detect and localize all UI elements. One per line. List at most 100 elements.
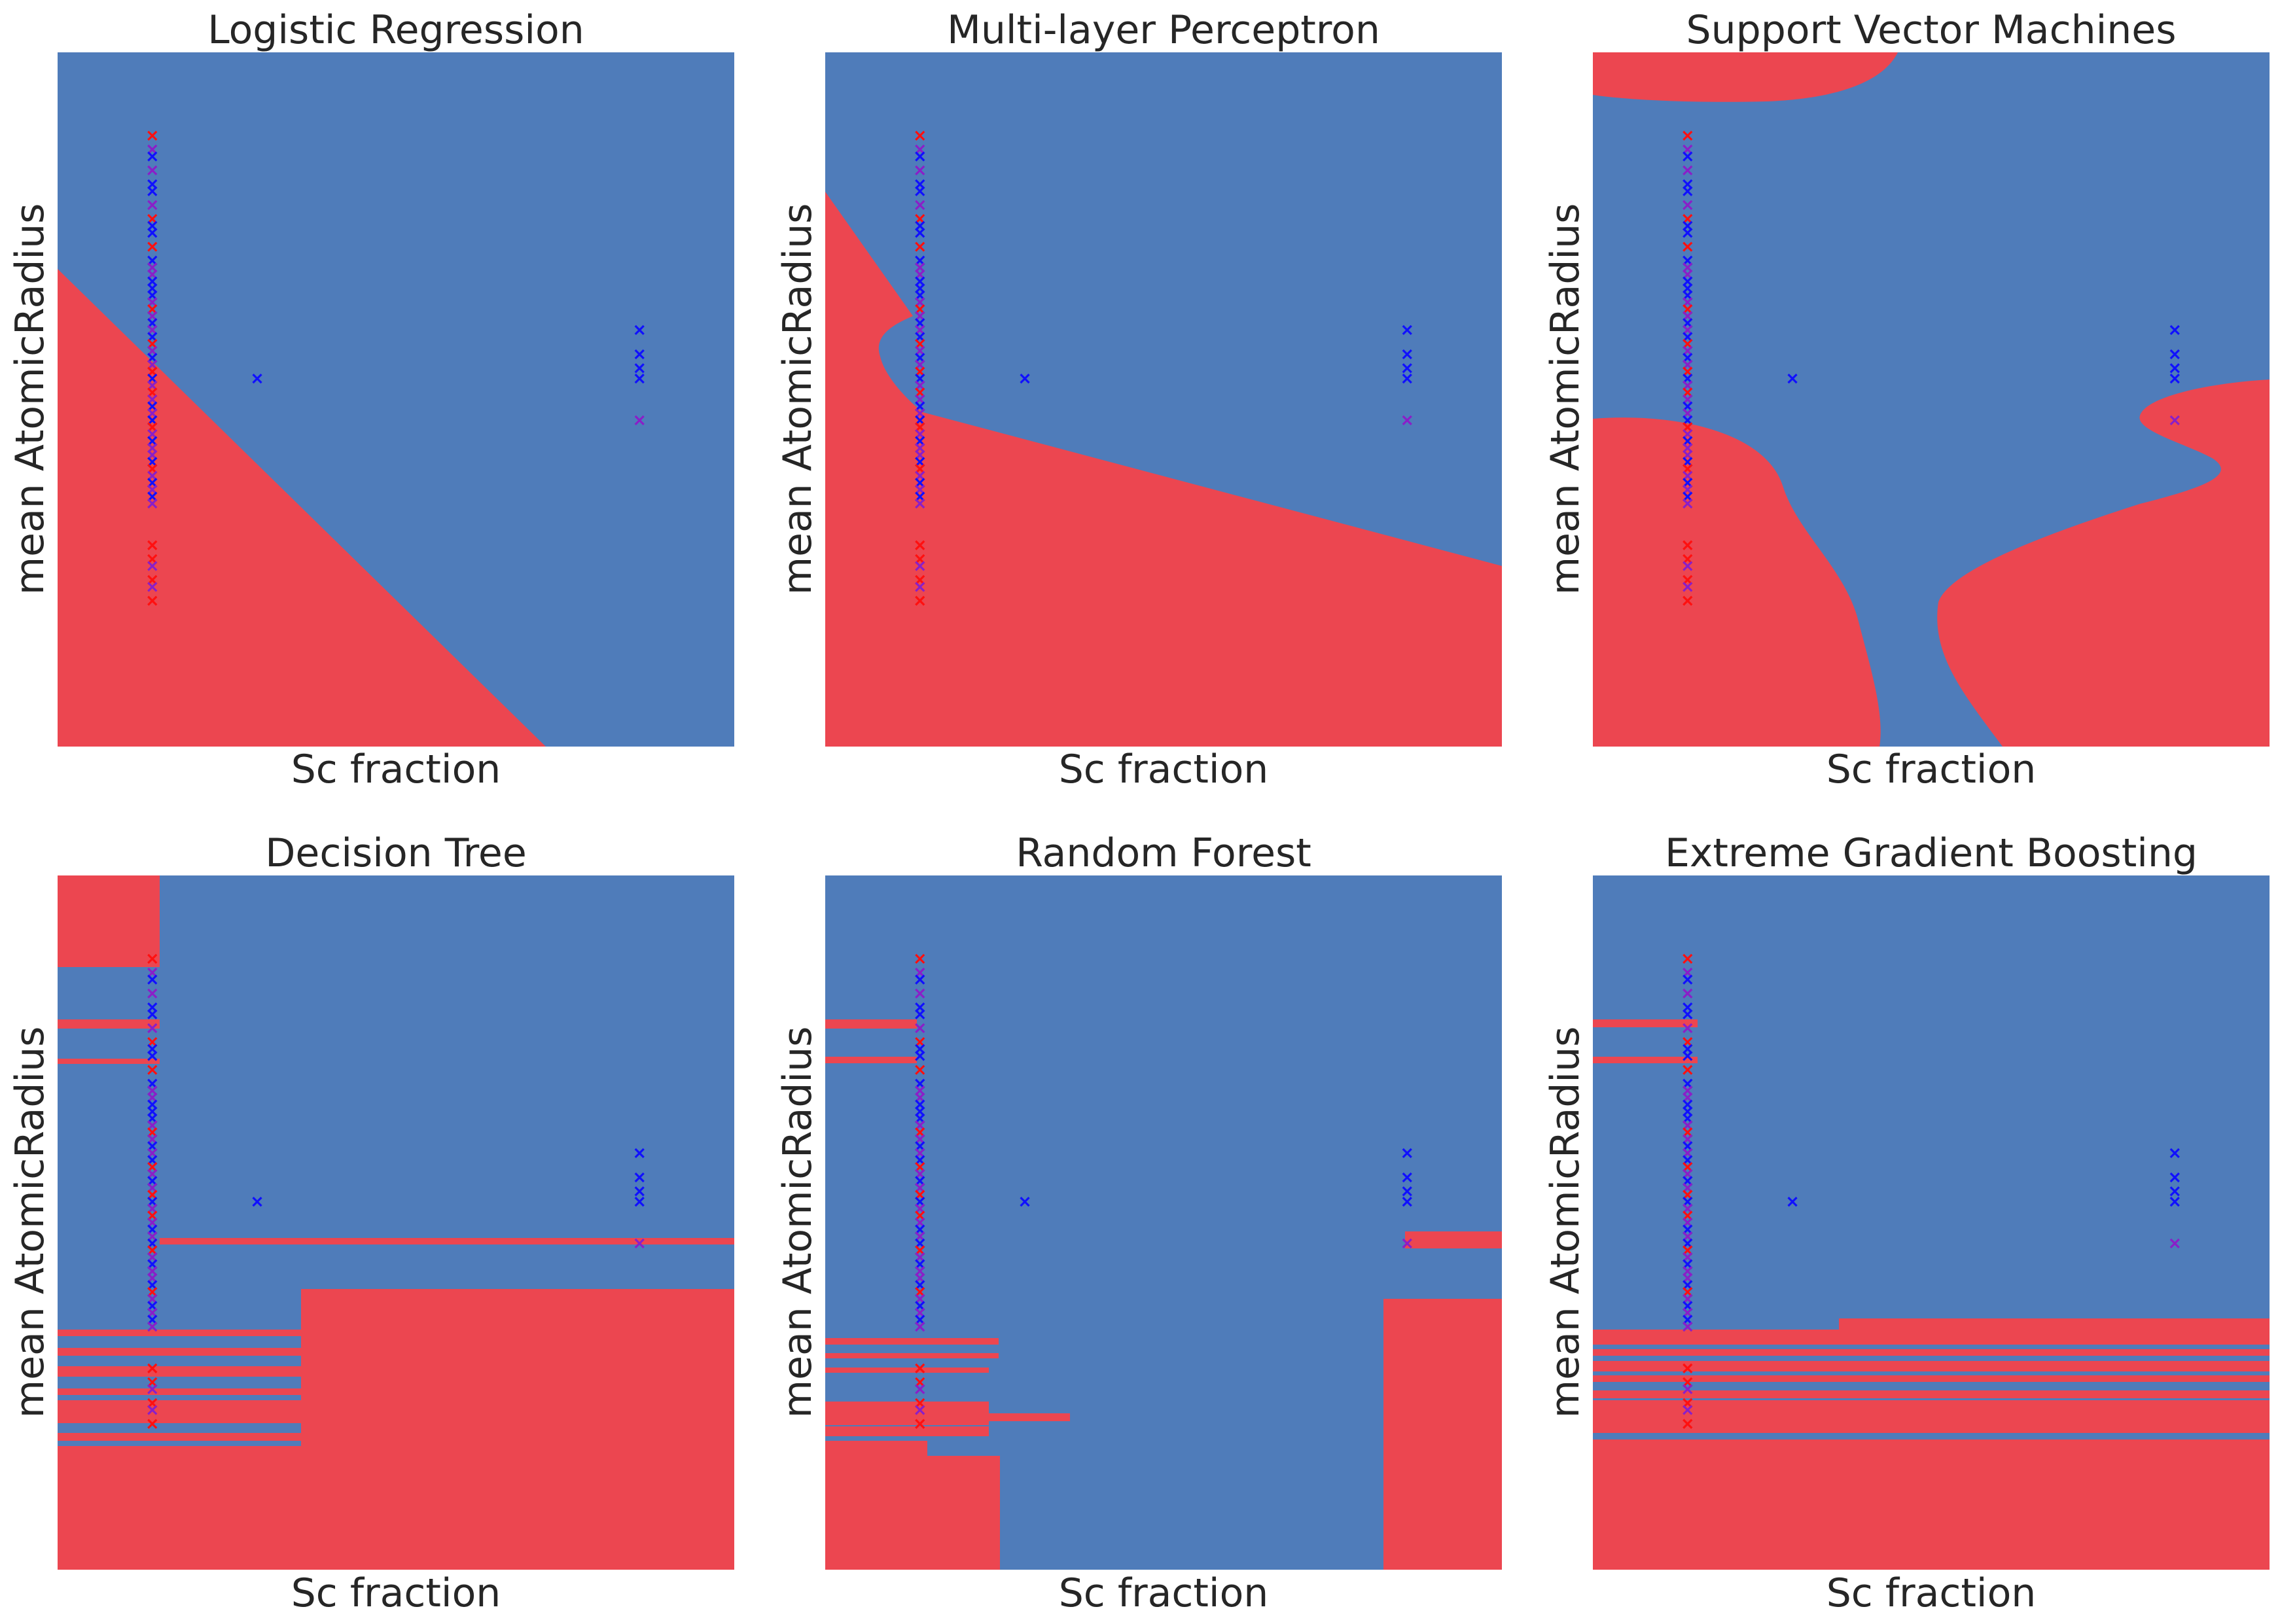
data-point-marker <box>1683 582 1693 592</box>
data-point-marker <box>634 363 645 374</box>
data-point-marker <box>147 241 158 252</box>
data-point-marker <box>915 151 925 162</box>
class-b-region <box>825 192 1502 747</box>
data-point-marker <box>147 1419 158 1429</box>
data-point-marker <box>147 582 158 592</box>
data-point-marker <box>2169 1186 2180 1197</box>
data-point-marker <box>1683 499 1693 509</box>
data-point-marker <box>1683 953 1693 964</box>
panel-title: Logistic Regression <box>207 7 584 53</box>
data-point-marker <box>915 953 925 964</box>
class-b-region <box>1593 1375 2270 1382</box>
data-point-marker <box>147 130 158 141</box>
data-point-marker <box>147 1009 158 1019</box>
data-point-marker <box>915 974 925 985</box>
data-point-marker <box>915 130 925 141</box>
class-b-region <box>1383 1299 1502 1570</box>
data-point-marker <box>1683 540 1693 550</box>
panel-support-vector-machines: Support Vector Machines Sc fraction mean… <box>1542 7 2270 792</box>
panel-random-forest: Random Forest Sc fraction mean AtomicRad… <box>775 830 1502 1616</box>
data-point-marker <box>1683 200 1693 211</box>
data-point-marker <box>252 1197 262 1207</box>
data-point-marker <box>1020 1197 1030 1207</box>
class-b-region <box>1593 1019 1698 1027</box>
data-point-marker <box>915 241 925 252</box>
data-point-marker <box>2169 1197 2180 1207</box>
panel-title: Multi-layer Perceptron <box>947 7 1380 53</box>
data-point-marker <box>1683 130 1693 141</box>
class-b-region <box>58 1433 301 1441</box>
panel-title: Extreme Gradient Boosting <box>1665 830 2198 876</box>
data-point-marker <box>634 1148 645 1159</box>
data-point-marker <box>634 1186 645 1197</box>
data-point-marker <box>1402 1197 1412 1207</box>
data-point-marker <box>634 1172 645 1183</box>
data-point-marker <box>1683 1009 1693 1019</box>
panel-logistic-regression: Logistic Regression Sc fraction mean Ato… <box>7 7 734 792</box>
class-b-region <box>58 1388 301 1395</box>
data-point-marker <box>147 988 158 999</box>
x-axis-label: Sc fraction <box>291 747 501 792</box>
data-point-marker <box>147 1051 158 1061</box>
data-point-marker <box>1402 1172 1412 1183</box>
class-b-region <box>58 269 546 747</box>
class-b-region <box>825 1057 917 1063</box>
class-b-region <box>1593 417 1881 747</box>
x-axis-label: Sc fraction <box>1059 1570 1269 1616</box>
x-axis-label: Sc fraction <box>1826 747 2037 792</box>
data-point-marker <box>147 186 158 196</box>
data-point-marker <box>147 1065 158 1075</box>
data-point-marker <box>252 374 262 384</box>
class-b-region <box>989 1413 1070 1421</box>
data-point-marker <box>915 595 925 606</box>
y-axis-label: mean AtomicRadius <box>7 1027 53 1419</box>
data-point-marker <box>915 1363 925 1373</box>
class-b-region <box>58 1019 160 1029</box>
data-point-marker <box>1402 349 1412 360</box>
data-point-marker <box>1683 974 1693 985</box>
data-point-marker <box>1683 1405 1693 1415</box>
data-point-marker <box>915 1023 925 1034</box>
data-point-marker <box>915 582 925 592</box>
data-point-marker <box>634 374 645 384</box>
class-b-region <box>825 1353 999 1358</box>
data-point-marker <box>1683 595 1693 606</box>
class-b-region <box>58 1446 301 1570</box>
y-axis-label: mean AtomicRadius <box>1542 1027 1588 1419</box>
data-point-marker <box>2169 1238 2180 1248</box>
data-point-marker <box>915 186 925 196</box>
data-point-marker <box>1683 988 1693 999</box>
y-axis-label: mean AtomicRadius <box>7 203 53 595</box>
data-point-marker <box>147 1322 158 1332</box>
data-point-marker <box>1402 325 1412 336</box>
data-point-marker <box>915 200 925 211</box>
data-point-marker <box>1683 1023 1693 1034</box>
data-point-marker <box>147 200 158 211</box>
class-a-region <box>1593 1433 1698 1438</box>
data-point-marker <box>915 499 925 509</box>
data-point-marker <box>1683 165 1693 176</box>
data-point-marker <box>1402 1238 1412 1248</box>
data-point-marker <box>915 988 925 999</box>
data-point-marker <box>147 540 158 550</box>
x-axis-label: Sc fraction <box>1059 747 1269 792</box>
class-b-region <box>1405 1231 1502 1248</box>
data-point-marker <box>1683 561 1693 571</box>
class-b-region <box>1593 1330 2270 1345</box>
data-point-marker <box>1683 228 1693 238</box>
data-point-marker <box>1402 1186 1412 1197</box>
data-point-marker <box>147 595 158 606</box>
data-point-marker <box>634 1197 645 1207</box>
data-point-marker <box>147 1363 158 1373</box>
data-point-marker <box>2169 1148 2180 1159</box>
class-b-region <box>58 1330 301 1336</box>
class-b-region <box>58 1059 160 1064</box>
class-b-region <box>58 875 160 967</box>
class-b-region <box>301 1289 734 1570</box>
data-point-marker <box>1402 1148 1412 1159</box>
panel-multi-layer-perceptron: Multi-layer Perceptron Sc fraction mean … <box>775 7 1502 792</box>
data-point-marker <box>2169 363 2180 374</box>
data-point-marker <box>915 1419 925 1429</box>
class-b-region <box>825 1338 999 1345</box>
